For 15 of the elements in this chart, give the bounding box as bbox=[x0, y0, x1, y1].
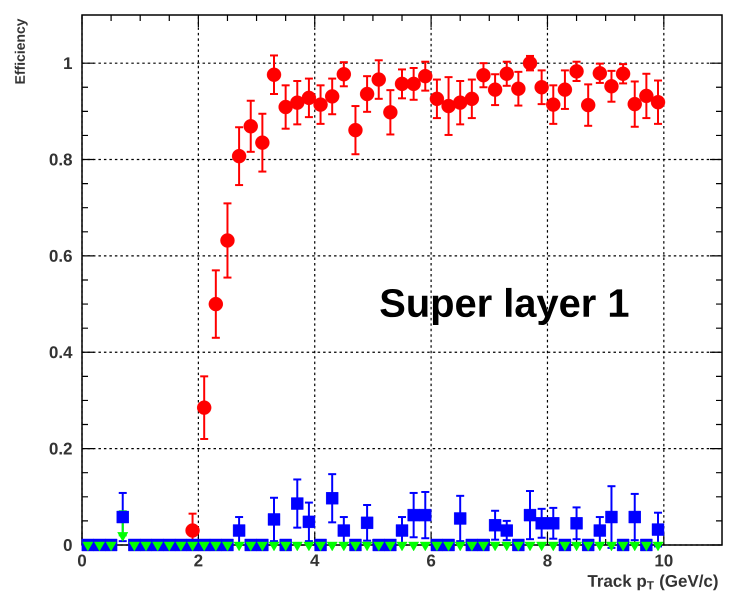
x-tick-label: 0 bbox=[78, 554, 86, 567]
y-tick-label: 0.6 bbox=[50, 250, 72, 262]
x-axis-title: Track p$_{T}$ (GeV/c) bbox=[588, 574, 718, 590]
y-tick-label: 0.2 bbox=[50, 442, 72, 455]
x-tick-label: 4 bbox=[310, 554, 320, 566]
annotation: Super layer 1 bbox=[380, 288, 628, 326]
y-tick-label: 0 bbox=[64, 538, 72, 551]
x-tick-label: 8 bbox=[543, 554, 552, 567]
x-tick-label: 6 bbox=[427, 554, 436, 567]
x-tick-label: 10 bbox=[655, 554, 673, 567]
x-tick-label: 2 bbox=[194, 554, 202, 566]
y-tick-label: 1 bbox=[64, 57, 72, 69]
y-axis-title: Efficiency bbox=[14, 18, 28, 84]
y-tick-label: 0.4 bbox=[50, 346, 72, 358]
y-tick-label: 0.8 bbox=[50, 154, 72, 166]
